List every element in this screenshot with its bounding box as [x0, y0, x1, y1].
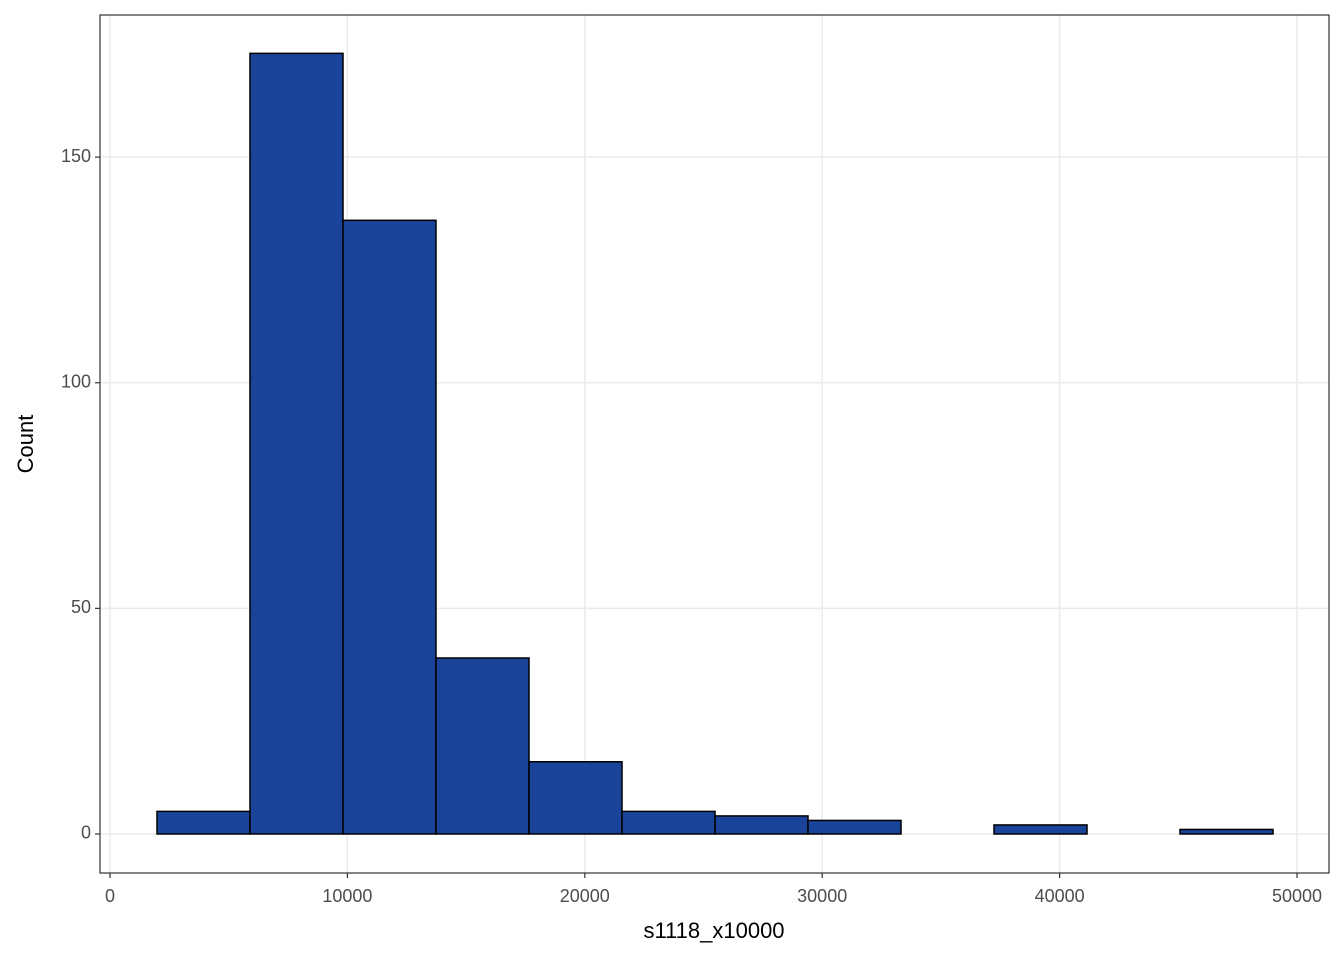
bar — [993, 824, 1088, 835]
x-tick-label: 50000 — [1272, 886, 1322, 906]
panel-border — [99, 14, 1330, 874]
y-axis-title: Count — [13, 415, 38, 474]
y-tick-label: 0 — [81, 823, 91, 843]
bars — [156, 52, 1274, 835]
x-tick-label: 0 — [105, 886, 115, 906]
bar — [156, 810, 251, 835]
bar — [528, 761, 623, 835]
x-tick-label: 30000 — [797, 886, 847, 906]
y-tick-label: 50 — [71, 597, 91, 617]
x-tick-label: 10000 — [322, 886, 372, 906]
y-tick-label: 150 — [61, 146, 91, 166]
bar — [621, 810, 716, 835]
bar — [435, 657, 530, 835]
bar — [342, 219, 437, 835]
bar — [249, 52, 344, 835]
bar — [1179, 828, 1274, 835]
bar — [714, 815, 809, 835]
bar — [807, 819, 902, 835]
y-tick-label: 100 — [61, 371, 91, 391]
x-axis-title: s1118_x10000 — [643, 918, 784, 943]
x-tick-label: 40000 — [1035, 886, 1085, 906]
x-tick-label: 20000 — [560, 886, 610, 906]
